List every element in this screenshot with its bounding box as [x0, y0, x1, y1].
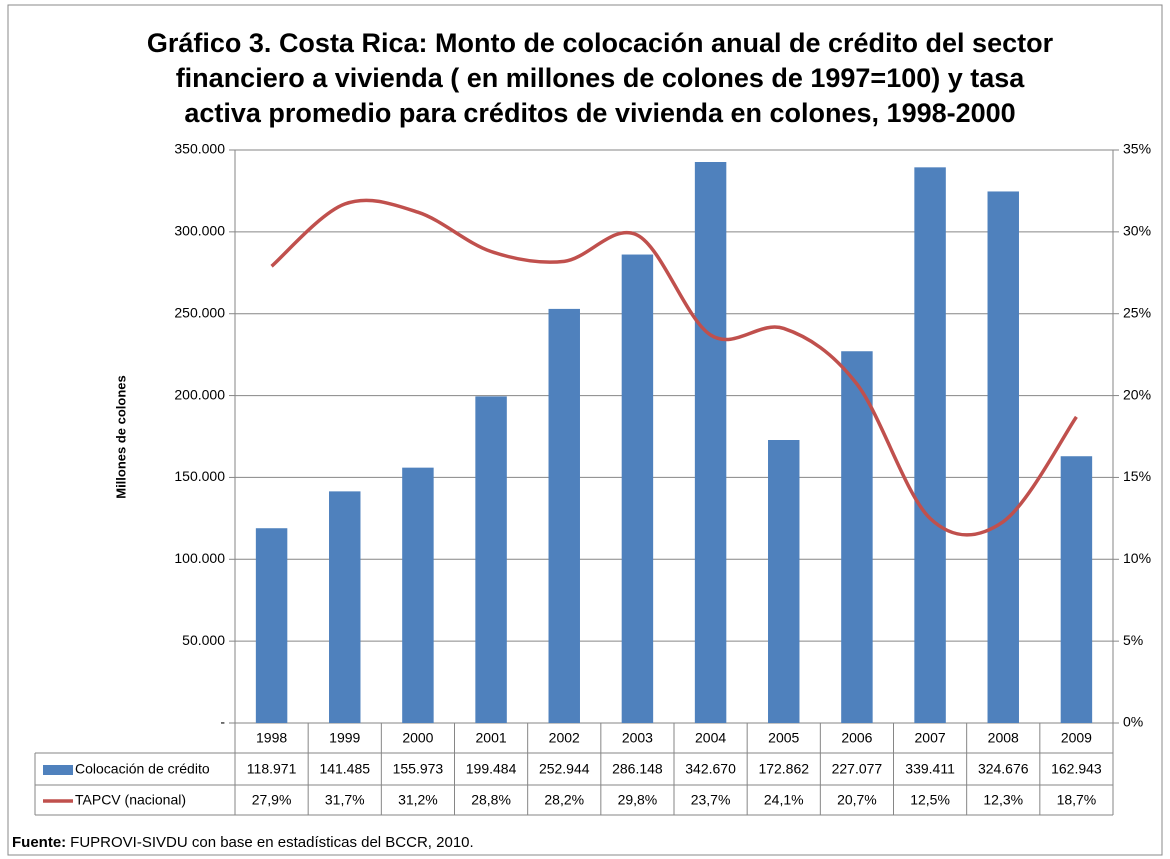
bar: [475, 396, 507, 723]
bar: [914, 167, 946, 724]
table-value: 252.944: [539, 761, 590, 777]
bar: [841, 351, 873, 723]
x-tick-label: 2001: [476, 730, 507, 746]
x-tick-label: 1999: [329, 730, 360, 746]
legend-swatch: [43, 765, 73, 775]
table-value: 199.484: [466, 761, 517, 777]
table-value: 286.148: [612, 761, 663, 777]
y2-tick-label: 25%: [1123, 304, 1151, 320]
table-value: 31,7%: [325, 792, 365, 808]
y-tick-label: 50.000: [182, 632, 225, 648]
y2-tick-label: 15%: [1123, 468, 1151, 484]
table-value: 324.676: [978, 761, 1029, 777]
x-tick-label: 2004: [695, 730, 726, 746]
bar: [694, 162, 727, 724]
bar: [987, 191, 1019, 724]
chart-title: activa promedio para créditos de viviend…: [184, 98, 1015, 128]
table-value: 27,9%: [252, 792, 292, 808]
table-value: 18,7%: [1057, 792, 1097, 808]
legend-label: Colocación de crédito: [75, 761, 210, 777]
x-tick-label: 2009: [1061, 730, 1092, 746]
bar: [402, 467, 434, 723]
table-value: 162.943: [1051, 761, 1102, 777]
table-value: 172.862: [758, 761, 809, 777]
y-tick-label: 300.000: [174, 223, 225, 239]
bar: [768, 440, 800, 723]
y-axis-label: Millones de colones: [113, 375, 128, 499]
bar: [329, 491, 361, 723]
source: Fuente: FUPROVI-SIVDU con base en estadís…: [12, 834, 474, 851]
x-tick-label: 2007: [915, 730, 946, 746]
bar: [1060, 456, 1093, 723]
x-tick-label: 2005: [768, 730, 799, 746]
x-tick-label: 2006: [841, 730, 872, 746]
table-value: 227.077: [832, 761, 883, 777]
bar: [621, 254, 654, 723]
chart-title: financiero a vivienda ( en millones de c…: [176, 63, 1026, 93]
y-tick-label: 200.000: [174, 386, 225, 402]
table-value: 20,7%: [837, 792, 877, 808]
bar: [548, 308, 580, 723]
table-value: 24,1%: [764, 792, 804, 808]
table-value: 118.971: [247, 761, 297, 777]
chart-title: Gráfico 3. Costa Rica: Monto de colocaci…: [147, 28, 1054, 58]
source-text: FUPROVI-SIVDU con base en estadísticas d…: [70, 834, 474, 851]
table-value: 155.973: [393, 761, 444, 777]
y2-tick-label: 10%: [1123, 550, 1151, 566]
y2-tick-label: 0%: [1123, 714, 1143, 730]
x-tick-label: 1998: [256, 730, 287, 746]
y2-tick-label: 35%: [1123, 141, 1151, 157]
legend-label: TAPCV (nacional): [75, 792, 186, 808]
table-value: 12,3%: [983, 792, 1023, 808]
x-tick-label: 2003: [622, 730, 653, 746]
x-tick-label: 2002: [549, 730, 580, 746]
y2-tick-label: 20%: [1123, 386, 1151, 402]
line: [270, 198, 1078, 537]
y-tick-label: 150.000: [174, 468, 225, 484]
table-value: 29,8%: [618, 792, 658, 808]
bar: [255, 528, 288, 723]
y-tick-label: -: [220, 714, 225, 730]
table-value: 12,5%: [910, 792, 950, 808]
table-value: 141.485: [319, 761, 370, 777]
source-label: Fuente:: [12, 834, 66, 851]
table-value: 339.411: [905, 761, 955, 777]
y-tick-label: 100.000: [174, 550, 225, 566]
x-tick-label: 2000: [402, 730, 433, 746]
table-value: 31,2%: [398, 792, 438, 808]
y-tick-label: 350.000: [174, 141, 225, 157]
y2-tick-label: 30%: [1123, 223, 1151, 239]
table-value: 28,2%: [544, 792, 584, 808]
chart-border: [7, 4, 1163, 856]
y-tick-label: 250.000: [174, 304, 225, 320]
table-value: 28,8%: [471, 792, 511, 808]
table-value: 23,7%: [691, 792, 731, 808]
table-value: 342.670: [685, 761, 736, 777]
y2-tick-label: 5%: [1123, 632, 1143, 648]
x-tick-label: 2008: [988, 730, 1019, 746]
